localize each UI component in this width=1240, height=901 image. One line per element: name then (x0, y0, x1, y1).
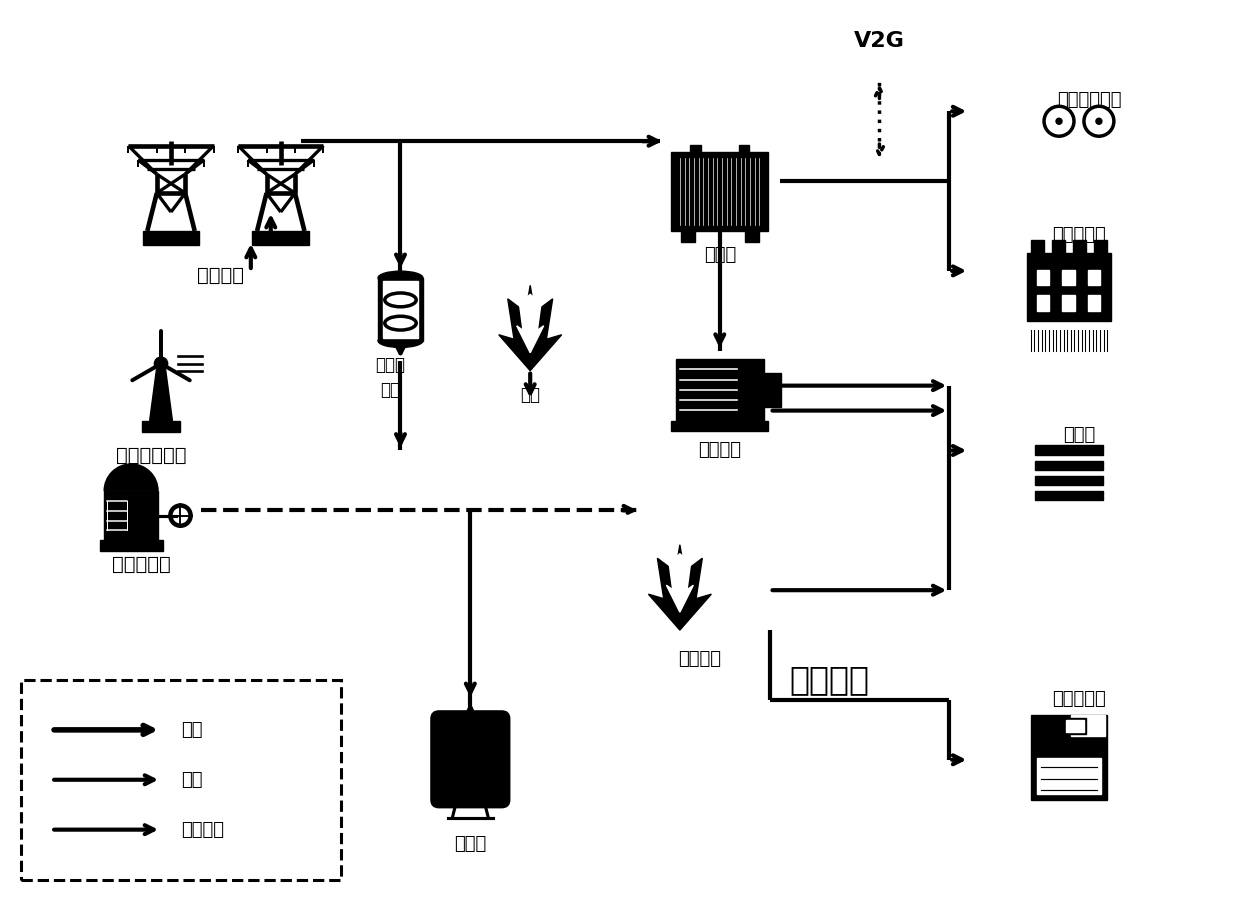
Ellipse shape (378, 334, 423, 348)
Text: 储气罐: 储气罐 (454, 834, 486, 852)
Bar (383, 280, 418, 338)
Bar (1087, 270, 1100, 286)
Bar (1030, 241, 1044, 253)
Text: 燃气锅炉: 燃气锅炉 (678, 650, 722, 668)
Bar (672, 152, 768, 231)
Bar (1037, 758, 1101, 794)
Bar (143, 231, 200, 245)
Text: 天然气流: 天然气流 (181, 821, 224, 839)
Circle shape (155, 357, 167, 370)
Bar (252, 231, 309, 245)
Text: 能源中心: 能源中心 (790, 663, 869, 696)
Text: 热负荷: 热负荷 (1063, 425, 1095, 443)
Bar (1027, 253, 1111, 321)
Bar (1066, 720, 1084, 732)
Circle shape (169, 504, 192, 527)
Bar (676, 359, 764, 421)
Bar (1063, 296, 1075, 311)
Text: 常规电负荷: 常规电负荷 (1052, 226, 1106, 244)
Bar (1035, 460, 1102, 469)
Polygon shape (649, 545, 712, 630)
Bar (1070, 714, 1105, 736)
Bar (1035, 445, 1102, 455)
Text: 燃气轮机: 燃气轮机 (698, 441, 742, 459)
FancyBboxPatch shape (432, 711, 510, 807)
Text: V2G: V2G (854, 32, 905, 51)
Bar (104, 491, 157, 541)
Bar (681, 231, 694, 241)
Bar (764, 373, 781, 407)
Bar (1039, 718, 1054, 733)
Text: 电力网络: 电力网络 (197, 266, 244, 285)
Bar (672, 421, 768, 431)
Text: 热泵: 热泵 (521, 386, 541, 404)
Bar (1035, 476, 1102, 485)
Wedge shape (104, 464, 157, 491)
Bar (1095, 241, 1107, 253)
Bar (378, 278, 423, 341)
Polygon shape (498, 286, 562, 370)
Text: 变压器: 变压器 (703, 246, 735, 264)
Polygon shape (666, 554, 693, 612)
Bar (1052, 241, 1065, 253)
Polygon shape (517, 295, 543, 352)
Bar (143, 421, 180, 432)
Bar (1065, 718, 1086, 733)
Bar (1087, 296, 1100, 311)
Bar (1037, 296, 1049, 311)
Ellipse shape (378, 271, 423, 285)
Text: 天然气网络: 天然气网络 (112, 555, 170, 574)
Bar (739, 145, 749, 152)
Text: 天然气负荷: 天然气负荷 (1052, 690, 1106, 708)
Bar (1030, 714, 1107, 800)
Bar (1074, 241, 1086, 253)
Text: 热能: 热能 (181, 770, 202, 788)
Circle shape (1096, 118, 1102, 124)
Text: 清洁能源发电: 清洁能源发电 (115, 445, 186, 465)
Text: 电转气: 电转气 (376, 356, 405, 374)
Circle shape (174, 508, 187, 523)
Polygon shape (150, 364, 172, 421)
Bar (1035, 491, 1102, 500)
Text: 电动汽车集群: 电动汽车集群 (1056, 91, 1121, 109)
Bar (691, 145, 701, 152)
Bar (745, 231, 759, 241)
Text: 电能: 电能 (181, 721, 202, 739)
Circle shape (1056, 118, 1061, 124)
Text: 设备: 设备 (381, 380, 401, 398)
Bar (1037, 270, 1049, 286)
Bar (1063, 270, 1075, 286)
Bar (99, 541, 162, 551)
